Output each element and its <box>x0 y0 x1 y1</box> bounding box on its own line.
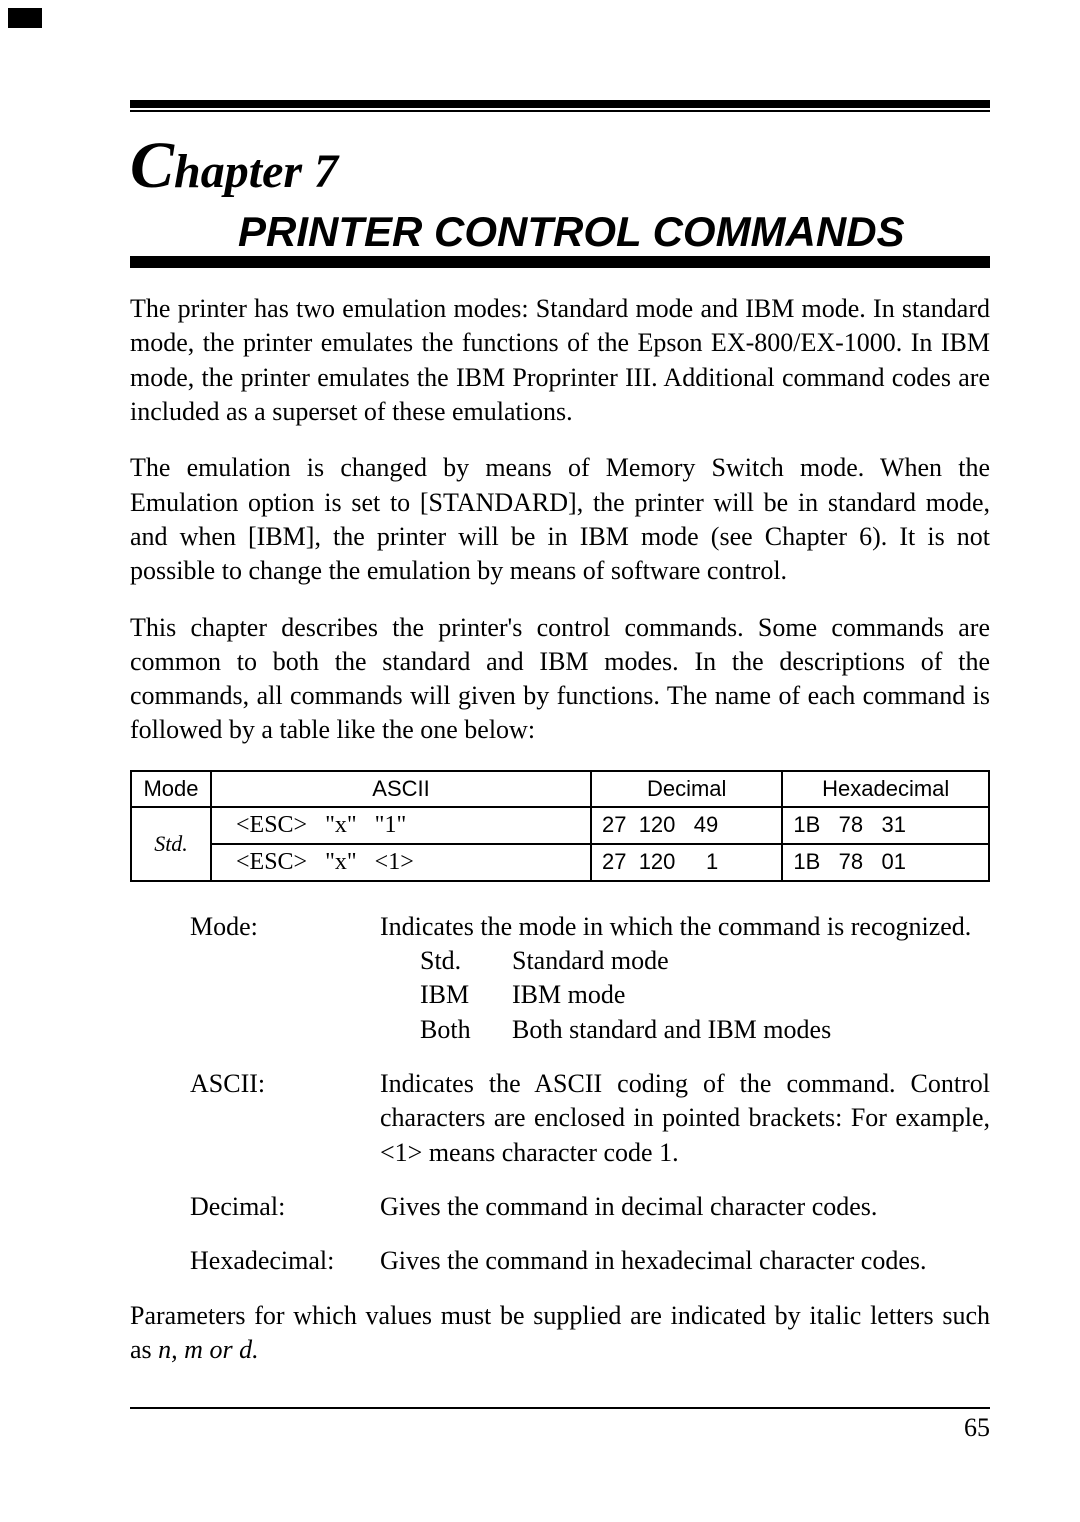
chapter-dropcap: C <box>130 129 174 202</box>
chapter-rest: hapter 7 <box>174 145 338 198</box>
cell-ascii: <ESC> "x" <1> <box>211 844 591 881</box>
top-rule-thick <box>130 100 990 108</box>
definitions-block: Mode: Indicates the mode in which the co… <box>130 910 990 1279</box>
command-table: Mode ASCII Decimal Hexadecimal Std. <ESC… <box>130 770 990 882</box>
table-row: <ESC> "x" <1> 27 120 1 1B 78 01 <box>131 844 989 881</box>
def-body: Indicates the mode in which the command … <box>380 910 990 1047</box>
section-title: PRINTER CONTROL COMMANDS <box>130 208 990 256</box>
paragraph-1: The printer has two emulation modes: Sta… <box>130 292 990 429</box>
def-decimal: Decimal: Gives the command in decimal ch… <box>190 1190 990 1224</box>
def-term: Mode: <box>190 910 380 1047</box>
page-number: 65 <box>130 1413 990 1443</box>
cell-mode: Std. <box>131 807 211 881</box>
paragraph-2: The emulation is changed by means of Mem… <box>130 451 990 588</box>
def-hex: Hexadecimal: Gives the command in hexade… <box>190 1244 990 1278</box>
def-mode-text: Indicates the mode in which the command … <box>380 912 971 941</box>
cell-ascii: <ESC> "x" "1" <box>211 807 591 844</box>
closing-prefix: Parameters for which values must be supp… <box>130 1301 990 1364</box>
sub-modes: Std. Standard mode IBM IBM mode Both Bot… <box>380 944 990 1047</box>
paragraph-3: This chapter describes the printer's con… <box>130 611 990 748</box>
cell-hex: 1B 78 31 <box>782 807 989 844</box>
sub-mode-abbr: Std. <box>420 944 512 978</box>
cell-decimal: 27 120 49 <box>591 807 782 844</box>
header-mode: Mode <box>131 771 211 807</box>
sub-mode-desc: Standard mode <box>512 944 669 978</box>
def-term: Hexadecimal: <box>190 1244 380 1278</box>
cell-hex: 1B 78 01 <box>782 844 989 881</box>
sub-mode-abbr: IBM <box>420 978 512 1012</box>
closing-italic: n, m or d. <box>158 1335 258 1364</box>
chapter-title: Chapter 7 <box>130 128 990 204</box>
sub-mode-abbr: Both <box>420 1013 512 1047</box>
closing-paragraph: Parameters for which values must be supp… <box>130 1299 990 1368</box>
sub-mode-row: Std. Standard mode <box>420 944 990 978</box>
sub-mode-row: IBM IBM mode <box>420 978 990 1012</box>
def-mode: Mode: Indicates the mode in which the co… <box>190 910 990 1047</box>
table-row: Std. <ESC> "x" "1" 27 120 49 1B 78 31 <box>131 807 989 844</box>
def-body: Gives the command in decimal character c… <box>380 1190 990 1224</box>
def-body: Gives the command in hexadecimal charact… <box>380 1244 990 1278</box>
header-hex: Hexadecimal <box>782 771 989 807</box>
def-ascii: ASCII: Indicates the ASCII coding of the… <box>190 1067 990 1170</box>
section-rule <box>130 256 990 268</box>
sub-mode-row: Both Both standard and IBM modes <box>420 1013 990 1047</box>
def-term: Decimal: <box>190 1190 380 1224</box>
table-header-row: Mode ASCII Decimal Hexadecimal <box>131 771 989 807</box>
sub-mode-desc: IBM mode <box>512 978 625 1012</box>
def-body: Indicates the ASCII coding of the comman… <box>380 1067 990 1170</box>
footer-rule <box>130 1407 990 1409</box>
sub-mode-desc: Both standard and IBM modes <box>512 1013 831 1047</box>
header-ascii: ASCII <box>211 771 591 807</box>
cell-decimal: 27 120 1 <box>591 844 782 881</box>
def-term: ASCII: <box>190 1067 380 1170</box>
scan-artifact <box>8 8 42 28</box>
top-rule-thin <box>130 110 990 112</box>
header-decimal: Decimal <box>591 771 782 807</box>
